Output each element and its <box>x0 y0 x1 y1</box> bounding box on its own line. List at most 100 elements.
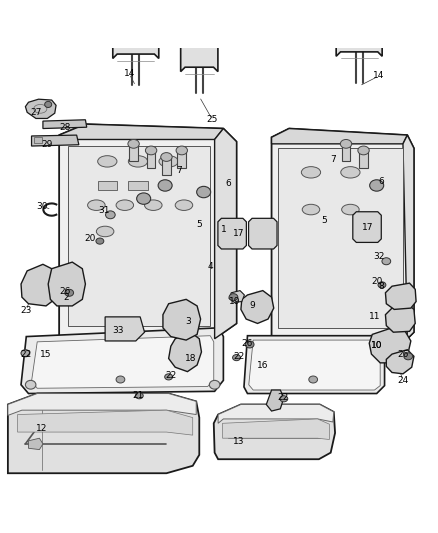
Text: 6: 6 <box>225 179 231 188</box>
Ellipse shape <box>135 393 143 399</box>
Ellipse shape <box>116 200 134 211</box>
Polygon shape <box>249 340 380 390</box>
Ellipse shape <box>25 381 36 389</box>
Ellipse shape <box>116 376 125 383</box>
Ellipse shape <box>404 353 413 360</box>
Polygon shape <box>223 419 329 440</box>
Text: 7: 7 <box>177 166 183 175</box>
Text: 2: 2 <box>63 293 68 302</box>
Polygon shape <box>129 144 138 161</box>
Polygon shape <box>21 328 223 393</box>
Ellipse shape <box>145 200 162 211</box>
Polygon shape <box>162 157 171 174</box>
Polygon shape <box>163 300 201 340</box>
Text: 16: 16 <box>257 360 268 369</box>
Polygon shape <box>18 410 193 435</box>
Polygon shape <box>214 405 335 459</box>
Ellipse shape <box>145 146 157 155</box>
Polygon shape <box>147 150 155 168</box>
Text: 10: 10 <box>371 341 382 350</box>
Ellipse shape <box>358 146 369 155</box>
Polygon shape <box>180 28 218 71</box>
Text: 13: 13 <box>233 437 244 446</box>
Ellipse shape <box>88 200 105 211</box>
Text: 20: 20 <box>84 233 95 243</box>
Ellipse shape <box>370 180 384 191</box>
Text: 17: 17 <box>233 229 244 238</box>
Ellipse shape <box>340 140 352 148</box>
Polygon shape <box>353 212 381 243</box>
Polygon shape <box>386 350 414 374</box>
Polygon shape <box>385 283 416 310</box>
Text: 12: 12 <box>36 424 47 433</box>
Polygon shape <box>25 99 56 118</box>
Ellipse shape <box>382 258 391 265</box>
Polygon shape <box>177 150 186 168</box>
Ellipse shape <box>65 289 74 296</box>
Text: 26: 26 <box>242 338 253 348</box>
Ellipse shape <box>176 146 187 155</box>
Text: 8: 8 <box>378 282 384 290</box>
Text: 5: 5 <box>321 216 327 225</box>
Polygon shape <box>215 128 237 339</box>
Polygon shape <box>59 124 223 140</box>
Text: 7: 7 <box>330 155 336 164</box>
Polygon shape <box>128 181 148 190</box>
Ellipse shape <box>309 376 318 383</box>
Polygon shape <box>32 336 214 388</box>
Polygon shape <box>229 290 244 302</box>
Ellipse shape <box>341 167 360 178</box>
Text: 21: 21 <box>132 391 144 400</box>
Polygon shape <box>342 144 350 161</box>
Ellipse shape <box>175 200 193 211</box>
Polygon shape <box>249 219 277 249</box>
Polygon shape <box>21 264 57 306</box>
Text: 19: 19 <box>229 297 240 306</box>
Ellipse shape <box>165 374 173 380</box>
Text: 3: 3 <box>185 317 191 326</box>
Ellipse shape <box>137 193 151 204</box>
Ellipse shape <box>21 350 30 357</box>
Polygon shape <box>34 138 42 143</box>
Ellipse shape <box>128 156 148 167</box>
Ellipse shape <box>159 156 178 167</box>
Text: 15: 15 <box>40 350 52 359</box>
Ellipse shape <box>128 140 139 148</box>
Polygon shape <box>272 128 414 339</box>
Polygon shape <box>68 146 210 326</box>
Text: 28: 28 <box>59 123 71 132</box>
Text: 29: 29 <box>42 140 53 149</box>
Polygon shape <box>105 317 145 341</box>
Text: 18: 18 <box>185 354 196 363</box>
Ellipse shape <box>280 395 288 402</box>
Polygon shape <box>218 405 334 423</box>
Ellipse shape <box>245 341 254 348</box>
Text: 22: 22 <box>21 350 32 359</box>
Polygon shape <box>272 128 407 144</box>
Polygon shape <box>28 438 43 449</box>
Polygon shape <box>113 10 159 59</box>
Polygon shape <box>43 120 87 128</box>
Polygon shape <box>359 150 368 168</box>
Ellipse shape <box>301 167 321 178</box>
Text: 6: 6 <box>378 176 384 185</box>
Text: 14: 14 <box>373 71 385 80</box>
Ellipse shape <box>378 282 386 288</box>
Polygon shape <box>278 148 403 328</box>
Polygon shape <box>403 135 414 339</box>
Polygon shape <box>98 181 117 190</box>
Text: 30: 30 <box>36 201 47 211</box>
Polygon shape <box>8 393 196 415</box>
Ellipse shape <box>45 101 52 108</box>
Text: 22: 22 <box>277 393 288 402</box>
Text: 10: 10 <box>371 341 382 350</box>
Polygon shape <box>336 8 382 56</box>
Ellipse shape <box>106 211 115 219</box>
Ellipse shape <box>161 152 172 161</box>
Text: 20: 20 <box>371 277 382 286</box>
Text: 5: 5 <box>196 220 202 229</box>
Text: 4: 4 <box>208 262 213 271</box>
Ellipse shape <box>96 226 114 237</box>
Polygon shape <box>8 393 199 473</box>
Ellipse shape <box>302 204 320 215</box>
